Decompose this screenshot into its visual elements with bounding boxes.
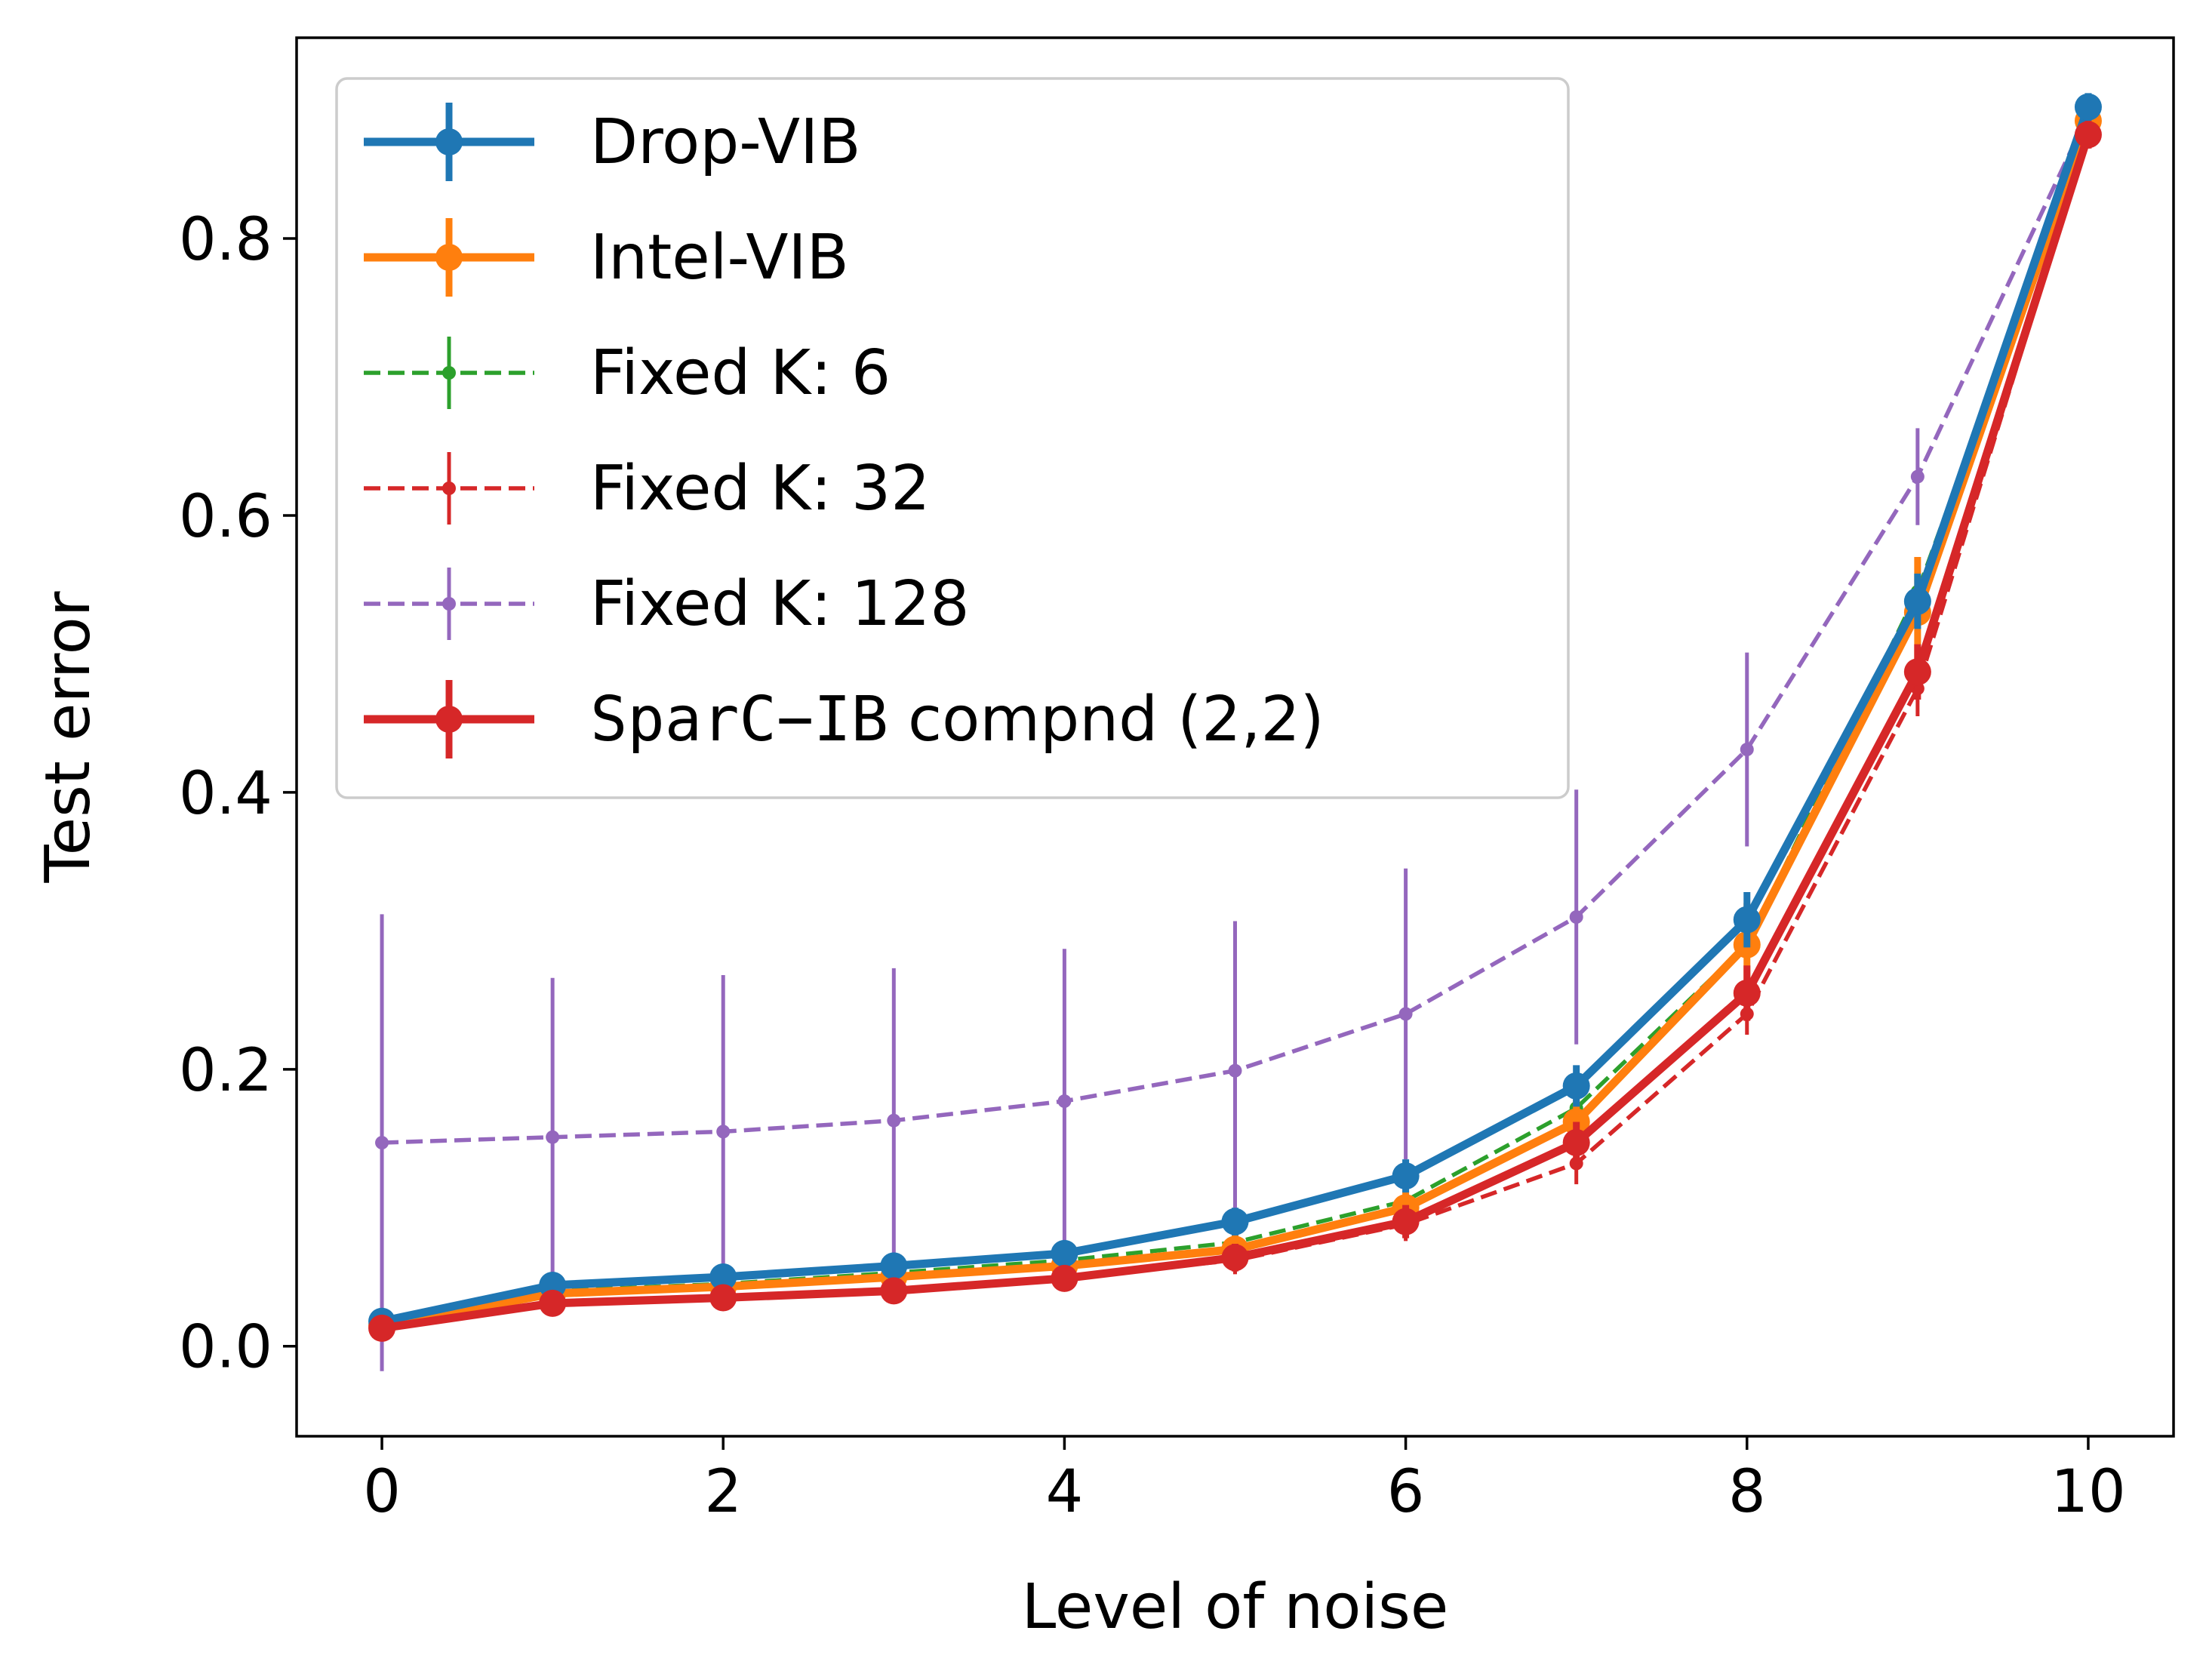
legend-entry: Fixed K: 6 <box>364 337 891 409</box>
series-fixed-k-128 <box>375 100 2095 1371</box>
legend-entry: Intel-VIB <box>364 218 849 297</box>
legend-label: Drop-VIB <box>590 106 861 178</box>
data-point <box>1228 1063 1242 1078</box>
data-point <box>546 1130 560 1144</box>
plot-frame <box>295 36 2175 1438</box>
data-point <box>1051 1239 1078 1267</box>
legend-marker <box>435 244 463 271</box>
data-point <box>368 1314 396 1342</box>
x-tick-label: 10 <box>2051 1458 2125 1526</box>
data-point <box>880 1252 908 1280</box>
legend-label: Fixed K: 32 <box>590 453 930 525</box>
legend: Drop-VIB Intel-VIB Fixed K: 6 Fixed K: 32 Fi… <box>335 77 1570 799</box>
x-tick-label: 2 <box>704 1458 742 1526</box>
data-point <box>1910 469 1924 484</box>
plot-border <box>295 36 2175 1438</box>
legend-marker <box>442 597 456 611</box>
legend-entry: Fixed K: 128 <box>364 568 970 640</box>
data-point <box>1398 1007 1413 1021</box>
x-axis-label: Level of noise <box>1022 1571 1449 1643</box>
legend-entry: Fixed K: 32 <box>364 452 930 525</box>
legend-marker <box>442 482 456 495</box>
series-sparc-ib-compnd-2-2- <box>368 121 2102 1342</box>
data-point <box>1051 1264 1078 1292</box>
y-tick-label: 0.2 <box>179 1037 272 1105</box>
data-point <box>1221 1208 1249 1235</box>
y-tick-label: 0.6 <box>179 483 272 551</box>
legend-label-mono: SparC−IB <box>590 684 888 755</box>
x-tick-label: 6 <box>1387 1458 1425 1526</box>
data-point <box>880 1277 908 1305</box>
data-point <box>539 1289 567 1317</box>
data-point <box>709 1263 737 1291</box>
y-tick-label: 0.0 <box>179 1314 272 1382</box>
data-point <box>1221 1244 1249 1272</box>
data-point <box>1569 910 1583 925</box>
data-point <box>887 1113 901 1128</box>
data-point <box>1392 1162 1420 1190</box>
y-tick-label: 0.8 <box>179 206 272 274</box>
series-layer <box>368 93 2102 1371</box>
data-point <box>375 1136 389 1150</box>
x-axis-ticks: 0 2 4 6 8 10 <box>363 1436 2126 1526</box>
legend-label: Fixed K: 6 <box>590 337 891 409</box>
data-point <box>1740 743 1754 757</box>
x-tick-label: 8 <box>1728 1458 1766 1526</box>
legend-entry: SparC−IB compnd (2,2) <box>364 680 1325 758</box>
x-tick-label: 0 <box>363 1458 401 1526</box>
legend-entry: Drop-VIB <box>364 103 861 181</box>
data-point <box>1057 1094 1072 1109</box>
legend-marker <box>442 366 456 380</box>
data-point <box>1903 658 1931 686</box>
data-point <box>1392 1208 1420 1235</box>
data-point <box>1733 906 1761 934</box>
data-point <box>1903 587 1931 615</box>
y-axis-label: Test error <box>32 591 104 883</box>
legend-label: Intel-VIB <box>590 222 849 294</box>
data-point <box>2074 121 2102 149</box>
y-tick-label: 0.4 <box>179 760 272 828</box>
data-point <box>709 1284 737 1312</box>
legend-box <box>335 77 1570 799</box>
data-point <box>1562 1129 1590 1157</box>
x-tick-label: 4 <box>1046 1458 1084 1526</box>
data-point <box>1733 979 1761 1007</box>
y-axis-ticks: 0.0 0.2 0.4 0.6 0.8 <box>179 206 297 1382</box>
legend-label: Fixed K: 128 <box>590 568 970 640</box>
data-point <box>716 1125 731 1139</box>
legend-marker <box>435 128 463 155</box>
legend-label: SparC−IB compnd (2,2) <box>590 684 1325 755</box>
data-point <box>1562 1072 1590 1100</box>
legend-marker <box>435 706 463 733</box>
legend-label-rest: compnd (2,2) <box>888 684 1325 755</box>
data-point <box>2074 93 2102 121</box>
